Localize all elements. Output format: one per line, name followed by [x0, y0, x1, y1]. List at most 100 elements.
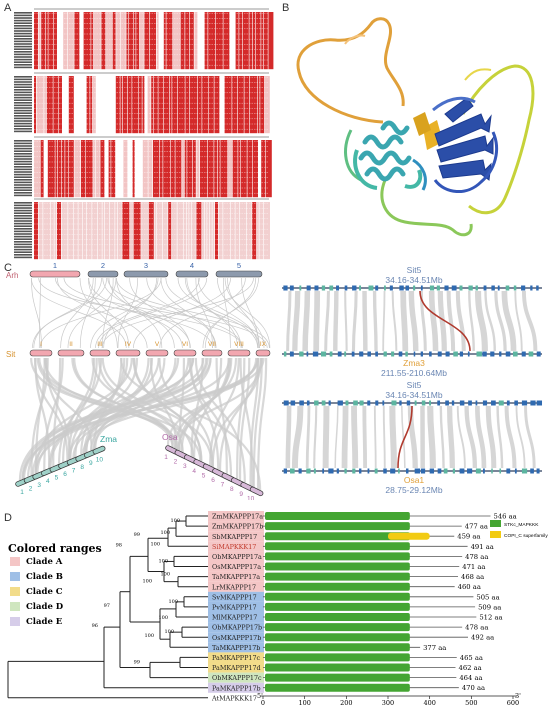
synteny-link: [32, 277, 107, 349]
gene-block: [374, 468, 378, 474]
clade-highlight: [208, 662, 264, 673]
synteny-link: [159, 277, 246, 349]
osa-chromosome: [231, 478, 244, 487]
clade-highlight: [208, 591, 264, 602]
alignment-column: [153, 76, 158, 134]
alignment-column: [172, 76, 178, 134]
synteny-link: [57, 357, 103, 464]
bootstrap-value: 100: [160, 530, 170, 536]
micro-synteny-link: [401, 405, 406, 469]
alignment-column: [85, 140, 93, 198]
micro-synteny-link: [494, 290, 507, 352]
alignment-column: [256, 202, 259, 260]
alignment-column: [123, 76, 127, 134]
gene-block: [514, 400, 518, 406]
alignment-column: [34, 202, 38, 260]
gene-block: [336, 468, 339, 474]
micro-synteny-link: [514, 290, 523, 352]
alignment-column: [214, 140, 218, 198]
alignment-seq-name: [14, 25, 32, 27]
gene-block: [328, 400, 331, 406]
protein-name: PaMKAPPP17b: [212, 684, 261, 692]
legend-clade-label: Clade E: [26, 617, 63, 627]
osa-chromosome-label: 10: [247, 495, 255, 500]
gene-block: [451, 400, 455, 406]
synteny-link: [102, 277, 114, 349]
zma-chromosome-label: 10: [96, 457, 104, 464]
synteny-link: [79, 277, 118, 349]
stkc-domain: [265, 613, 410, 621]
sit-chromosome: [29, 349, 53, 357]
micro-synteny-link: [322, 405, 330, 469]
protein-name: OsMKAPPP17a: [212, 563, 261, 571]
zma-chromosome-label: 4: [46, 478, 50, 485]
alignment-seq-name: [14, 142, 32, 145]
domain-legend-copi: COPI_C superfamily: [504, 533, 548, 539]
micro-synteny-link: [456, 405, 466, 469]
alignment-column: [111, 140, 116, 198]
alignment-seq-name: [14, 168, 32, 171]
alignment-column: [78, 202, 83, 260]
protein-length: 464 aa: [459, 674, 482, 682]
gene-block: [514, 468, 517, 474]
sit-label: Sit: [6, 350, 16, 359]
synteny-link: [103, 277, 158, 349]
osa-chromosome-label: 5: [202, 472, 206, 479]
alignment-column: [133, 12, 136, 70]
alignment-column: [232, 140, 238, 198]
alignment-column: [111, 76, 116, 134]
arh-chromosome: [29, 270, 81, 278]
alignment-seq-name: [14, 163, 32, 165]
alignment-seq-name: [14, 66, 32, 69]
alignment-seq-name: [14, 104, 32, 107]
zma-chromosome-label: 1: [20, 489, 24, 496]
osa-chromosome-label: 7: [221, 482, 225, 489]
protein-name: AtMAPKKK17: [211, 694, 257, 702]
alignment-column: [36, 76, 44, 134]
phylogeny-domain-figure: 1001001001001001001001001001009998979699…: [7, 511, 548, 707]
alignment-seq-name: [14, 207, 32, 209]
alignment-column: [259, 202, 264, 260]
alignment-column: [261, 12, 264, 70]
alignment-seq-name: [14, 176, 32, 178]
gene-block: [483, 285, 487, 291]
gene-block: [429, 351, 432, 357]
alignment-column: [250, 76, 257, 134]
alignment-column: [38, 12, 41, 70]
synteny-link: [117, 277, 139, 349]
arh-chromosome-label: 2: [101, 262, 105, 270]
gene-block: [451, 285, 457, 291]
alignment-seq-name: [14, 222, 32, 225]
gene-block: [536, 400, 543, 406]
alignment-seq-name: [14, 243, 32, 246]
sit-chromosome-label: III: [97, 341, 103, 348]
gene-block: [283, 468, 287, 474]
gene-block: [306, 400, 310, 406]
arh-chromosome: [87, 270, 119, 278]
alignment-seq-name: [14, 19, 32, 22]
stkc-domain: [265, 633, 410, 642]
arh-chromosome-label: 3: [144, 262, 148, 270]
gene-block: [429, 400, 431, 406]
synteny-link: [102, 277, 191, 349]
synteny-link: [60, 277, 94, 349]
alignment-seq-name: [14, 251, 32, 253]
synteny-link: [88, 277, 130, 349]
panel-label-c: C: [4, 262, 12, 274]
gene-block: [491, 285, 495, 291]
synteny-link: [223, 277, 231, 349]
gene-block: [420, 468, 426, 474]
stkc-domain: [265, 562, 410, 571]
gene-block: [405, 285, 410, 291]
alignment-column: [158, 76, 164, 134]
micro-synteny-link: [382, 405, 386, 469]
micro-synteny-link: [286, 290, 292, 352]
stkc-domain: [265, 673, 410, 682]
osa-chromosome-label: 8: [230, 486, 234, 493]
gene-block: [344, 351, 347, 357]
alignment-column: [255, 12, 261, 70]
gene-block: [536, 468, 540, 474]
alignment-seq-name: [14, 171, 32, 173]
sit-chromosome: [115, 349, 141, 357]
alignment-column: [63, 12, 68, 70]
